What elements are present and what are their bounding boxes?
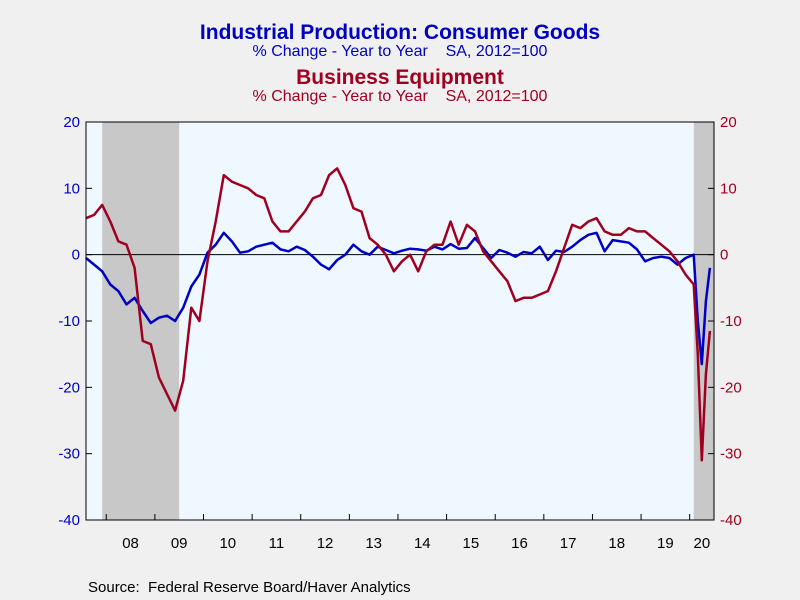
right-tick-label: -40 [720, 512, 742, 529]
right-y-axis: 20 10 0 -10 -20 -30 -40 [708, 114, 742, 529]
x-tick-label: 16 [511, 535, 528, 552]
x-tick-label: 11 [269, 535, 285, 552]
chart-subtitle: % Change - Year to Year SA, 2012=100 [253, 43, 548, 60]
right-tick-label: -30 [720, 446, 742, 463]
chart-title: Industrial Production: Consumer Goods [200, 21, 600, 44]
left-tick-label: -10 [58, 313, 80, 330]
left-tick-label: 0 [72, 247, 80, 264]
left-y-axis: 20 10 0 -10 -20 -30 -40 [58, 114, 92, 529]
right-tick-label: -20 [720, 379, 742, 396]
x-tick-label: 18 [608, 535, 625, 552]
series-layer [85, 167, 712, 462]
left-tick-label: -40 [58, 512, 80, 529]
source-note: Source: Federal Reserve Board/Haver Anal… [88, 579, 411, 596]
x-tick-label: 12 [317, 535, 334, 552]
x-tick-label: 15 [463, 535, 480, 552]
x-axis: 08 09 10 11 12 13 14 15 16 17 18 19 20 [105, 514, 711, 552]
right-tick-label: 10 [720, 180, 737, 197]
x-tick-label: 14 [414, 535, 431, 552]
series-line-consumer [85, 231, 712, 366]
chart-subtitle-2: % Change - Year to Year SA, 2012=100 [253, 88, 548, 105]
left-tick-label: 20 [63, 114, 80, 131]
x-tick-label: 08 [122, 535, 139, 552]
series-line-equipment [85, 167, 712, 462]
x-tick-label: 13 [365, 535, 382, 552]
chart-title-2: Business Equipment [296, 66, 504, 89]
x-tick-label: 10 [219, 535, 236, 552]
x-tick-label: 09 [171, 535, 188, 552]
right-tick-label: -10 [720, 313, 742, 330]
x-tick-label: 17 [560, 535, 577, 552]
right-tick-label: 0 [720, 247, 728, 264]
x-tick-label: 20 [694, 535, 711, 552]
left-tick-label: -30 [58, 446, 80, 463]
plot-area [86, 122, 714, 520]
left-tick-label: -20 [58, 379, 80, 396]
right-tick-label: 20 [720, 114, 737, 131]
left-tick-label: 10 [63, 180, 80, 197]
x-tick-label: 19 [657, 535, 674, 552]
